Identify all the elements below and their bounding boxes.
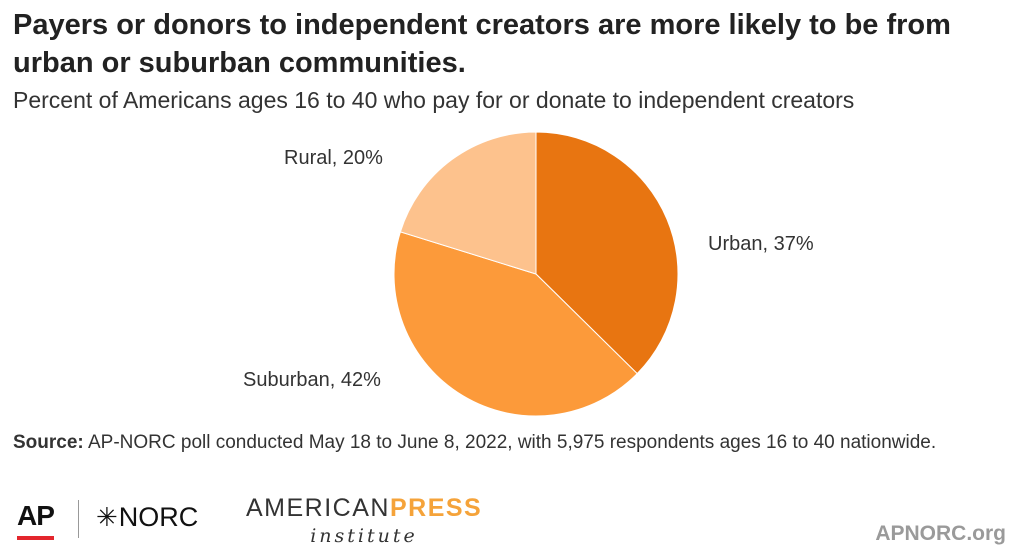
- api-logo-american: AMERICAN: [246, 494, 390, 522]
- source-text: AP-NORC poll conducted May 18 to June 8,…: [83, 432, 937, 453]
- slice-label-suburban: Suburban, 42%: [243, 369, 381, 391]
- api-logo-press: PRESS: [389, 494, 483, 522]
- slice-label-rural: Rural, 20%: [284, 147, 383, 169]
- pie-slices: [393, 131, 679, 417]
- norc-logo-text: NORC: [118, 502, 199, 532]
- logo-divider: [78, 500, 79, 538]
- norc-logo: ✳NORC: [96, 502, 198, 533]
- chart-title: Payers or donors to independent creators…: [13, 9, 951, 79]
- pie-slice-rural: [399, 131, 537, 275]
- footer: AP ✳NORC AMERICANPRESS institute APNORC.…: [0, 488, 1024, 558]
- ap-logo: AP: [17, 500, 55, 531]
- source-note: Source: AP-NORC poll conducted May 18 to…: [13, 430, 1018, 455]
- pie-labels: Urban, 37% Suburban, 42% Rural, 20%: [243, 147, 814, 391]
- chart-subtitle: Percent of Americans ages 16 to 40 who p…: [13, 87, 855, 113]
- norc-star-icon: ✳: [96, 502, 118, 532]
- api-logo-top: AMERICANPRESS: [246, 494, 482, 523]
- american-press-institute-logo: AMERICANPRESS institute: [246, 494, 482, 547]
- api-logo-institute: institute: [310, 525, 418, 547]
- slice-label-urban: Urban, 37%: [708, 233, 814, 255]
- pie-slice-suburban: [393, 231, 638, 417]
- pie-slice-urban: [535, 131, 679, 375]
- site-url: APNORC.org: [875, 522, 1006, 545]
- ap-logo-bar: [17, 536, 54, 540]
- source-label: Source:: [13, 432, 84, 453]
